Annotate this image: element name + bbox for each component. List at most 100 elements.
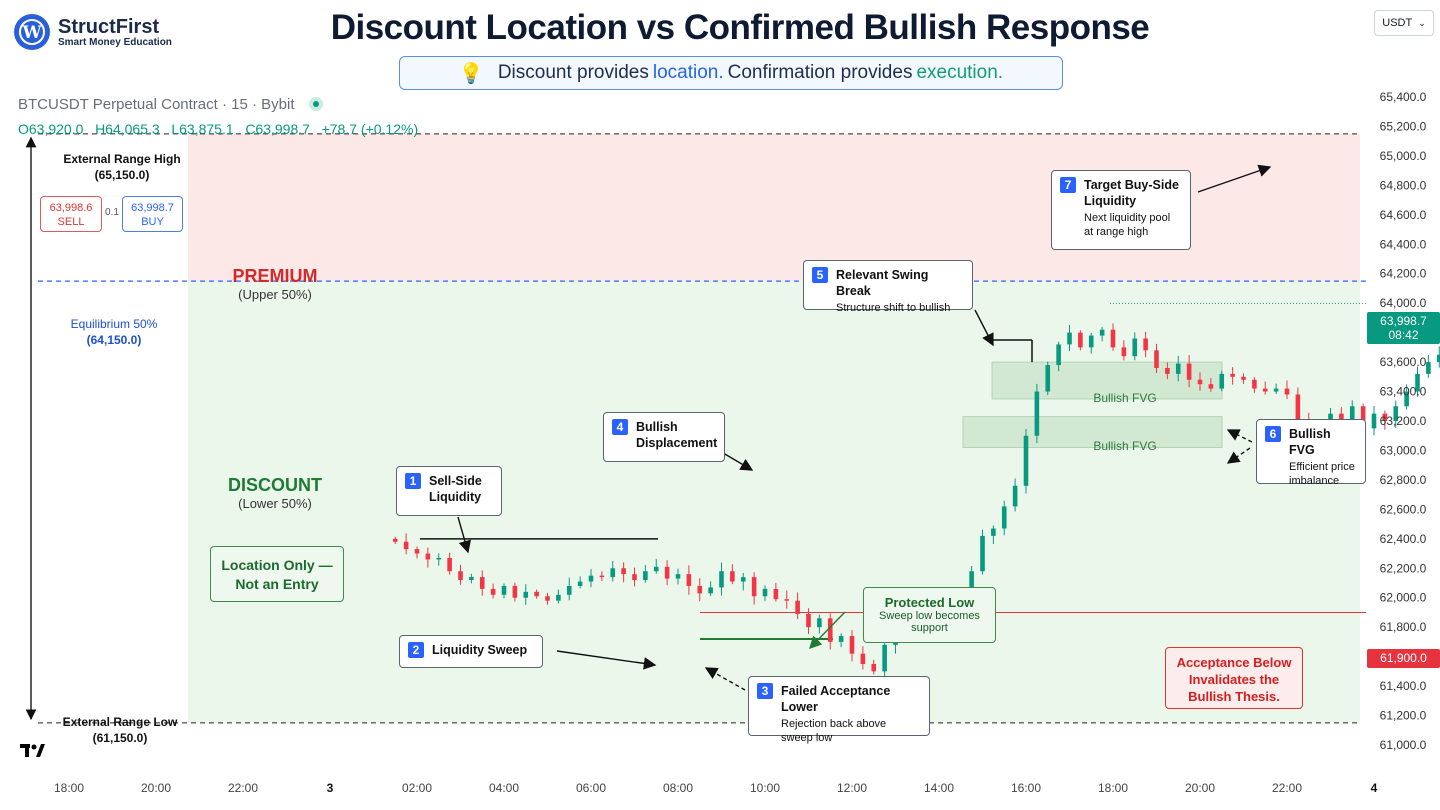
candle-body — [1088, 335, 1094, 348]
ext-high-title: External Range High — [63, 152, 181, 166]
candle-body — [1078, 332, 1083, 348]
candle-body — [1165, 367, 1170, 374]
bar-countdown: 08:42 — [1388, 328, 1419, 342]
candle-body — [414, 549, 420, 554]
candle-body — [730, 571, 735, 582]
callout-3-number: 3 — [757, 683, 773, 699]
arrow-protected-low — [809, 611, 846, 650]
sell-button[interactable]: 63,998.6 SELL — [40, 196, 102, 232]
invalidation-price-tag: 61,900.0 — [1367, 649, 1440, 668]
y-tick-label: 62,200.0 — [1380, 561, 1427, 575]
symbol-line: BTCUSDT Perpetual Contract · 15 · Bybit — [18, 96, 295, 113]
brand-tagline: Smart Money Education — [58, 36, 172, 48]
callout-4-number: 4 — [612, 419, 628, 435]
candle-body — [545, 596, 550, 601]
spread-value: 0.1 — [105, 207, 119, 218]
ohlc-close: C63,998.7 — [245, 121, 310, 137]
fvg-zone — [991, 361, 1223, 400]
candle-body — [512, 585, 518, 598]
x-tick-label: 08:00 — [663, 781, 693, 795]
candle-body — [1436, 354, 1440, 363]
candle-body — [588, 575, 594, 582]
x-tick-label: 3 — [327, 781, 334, 795]
discount-sub: (Lower 50%) — [238, 496, 312, 511]
candle-body — [697, 585, 703, 594]
callout-7-title1: Target Buy-Side — [1084, 178, 1179, 192]
callout-3-body1: Rejection back above — [781, 718, 887, 730]
candle-body — [817, 618, 822, 628]
discount-zone-label: DISCOUNT (Lower 50%) — [205, 475, 345, 511]
callout-bullish-displacement: 4 Bullish Displacement — [603, 412, 725, 462]
candle-body — [1001, 506, 1007, 529]
candle-body — [740, 577, 746, 582]
candle-body — [1197, 379, 1203, 385]
buy-button[interactable]: 63,998.7 BUY — [122, 196, 183, 232]
wordpress-icon: W — [14, 14, 50, 50]
candle-body — [632, 574, 637, 581]
currency-value: USDT — [1382, 17, 1413, 29]
y-tick-label: 63,600.0 — [1380, 355, 1427, 369]
buy-price: 63,998.7 — [131, 202, 174, 214]
ohlc-open: O63,920.0 — [18, 121, 84, 137]
candle-body — [523, 591, 529, 598]
x-tick-label: 16:00 — [1011, 781, 1041, 795]
callout-5-number: 5 — [812, 267, 828, 283]
callout-6-number: 6 — [1265, 426, 1281, 442]
y-tick-label: 62,400.0 — [1380, 532, 1427, 546]
candle-body — [1415, 373, 1420, 392]
candle-body — [1132, 338, 1138, 357]
candle-body — [1175, 363, 1181, 374]
y-tick-label: 64,800.0 — [1380, 178, 1427, 192]
candle-body — [1208, 384, 1214, 389]
candle-body — [653, 566, 659, 572]
location-only-line2: Not an Entry — [235, 576, 319, 592]
callout-bullish-fvg: 6 Bullish FVG Efficient price imbalance — [1256, 419, 1366, 487]
premium-sub: (Upper 50%) — [238, 287, 312, 302]
callout-2-number: 2 — [408, 642, 424, 658]
callout-1-title1: Sell-Side — [429, 474, 482, 488]
invalidation-note: Acceptance Below Invalidates the Bullish… — [1165, 647, 1303, 709]
fvg-zone — [962, 416, 1223, 449]
callout-1-number: 1 — [405, 473, 421, 489]
arrow-swing-break — [974, 309, 994, 347]
subtitle-banner: 💡 Discount provides location. Confirmati… — [399, 56, 1063, 90]
invalidation-line1: Acceptance Below — [1176, 655, 1292, 670]
ohlc-low: L63,875.1 — [171, 121, 234, 137]
y-tick-label: 62,600.0 — [1380, 502, 1427, 516]
candle-body — [762, 588, 768, 597]
arrow-target — [1197, 164, 1272, 193]
candle-body — [882, 644, 887, 672]
lightbulb-icon: 💡 — [458, 62, 484, 85]
x-tick-label: 06:00 — [576, 781, 606, 795]
candle-body — [425, 553, 431, 560]
candle-body — [1284, 388, 1290, 395]
callout-1-title2: Liquidity — [429, 490, 482, 504]
candle-body — [708, 587, 713, 594]
page-title: Discount Location vs Confirmed Bullish R… — [330, 8, 1150, 47]
ohlc-high: H64,065.3 — [95, 121, 160, 137]
callout-6-body2: imbalance — [1289, 475, 1340, 487]
candle-body — [795, 600, 800, 614]
ext-high-value: (65,150.0) — [94, 168, 150, 182]
current-price: 63,998.7 — [1380, 314, 1427, 328]
candle-body — [1339, 413, 1344, 421]
subtitle-execution: execution. — [916, 62, 1004, 83]
svg-text:W: W — [21, 23, 42, 43]
x-tick-label: 02:00 — [402, 781, 432, 795]
location-only-note: Location Only — Not an Entry — [210, 546, 344, 602]
tradingview-logo-icon — [20, 742, 46, 763]
symbol-info[interactable]: BTCUSDT Perpetual Contract · 15 · Bybit — [18, 96, 323, 113]
brand-logo: W StructFirst Smart Money Education — [14, 14, 172, 50]
y-tick-label: 63,400.0 — [1380, 385, 1427, 399]
candle-body — [751, 577, 757, 597]
candle-body — [436, 557, 442, 560]
candle-body — [1219, 373, 1225, 389]
arrow-sweep — [556, 650, 657, 670]
invalidation-line3: Bullish Thesis. — [1188, 689, 1280, 704]
candle-body — [980, 535, 985, 572]
candle-body — [1045, 365, 1051, 392]
candle-body — [1110, 329, 1116, 348]
ext-low-value: (61,150.0) — [92, 731, 148, 745]
candle-body — [577, 581, 583, 586]
currency-select[interactable]: USDT ⌄ — [1374, 10, 1434, 36]
